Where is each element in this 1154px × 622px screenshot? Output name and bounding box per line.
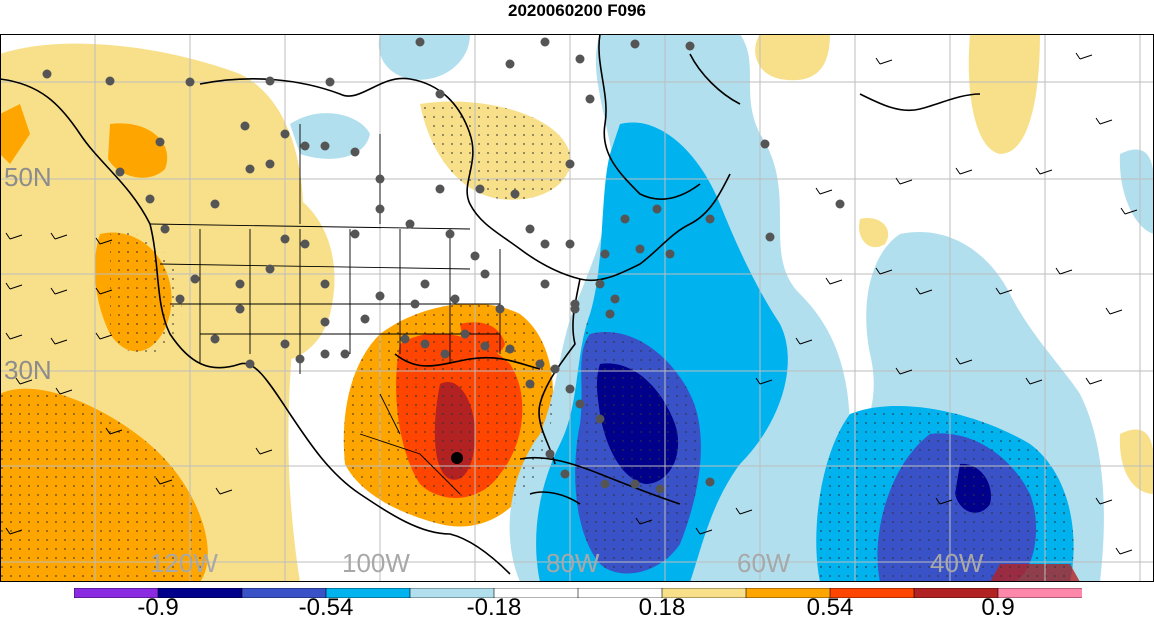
stippling <box>0 101 1074 582</box>
political-borders <box>149 124 501 495</box>
colorbar-label-pos-0.54: 0.54 <box>806 594 854 621</box>
colorbar-swatch <box>997 588 1082 598</box>
map-title: 2020060200 F096 <box>507 1 647 20</box>
wind-barbs <box>5 52 1138 555</box>
observation-sites <box>42 37 845 494</box>
graticule <box>0 34 1154 582</box>
highlighted-site <box>451 452 463 464</box>
map-panel <box>0 34 1154 582</box>
lon-label-120w: 120W <box>150 548 218 578</box>
lon-label-100w: 100W <box>342 548 410 578</box>
lat-label-30n: 30N <box>4 355 52 385</box>
lon-label-80w: 80W <box>546 548 600 578</box>
lon-label-40w: 40W <box>930 548 984 578</box>
colorbar-label-neg-0.9: -0.9 <box>137 594 179 621</box>
colorbar-label-neg-0.54: -0.54 <box>298 594 354 621</box>
colorbar-label-pos-0.18: 0.18 <box>638 594 686 621</box>
colorbar-label-pos-0.9: 0.9 <box>981 594 1015 621</box>
colorbar-label-neg-0.18: -0.18 <box>466 594 522 621</box>
lon-label-60w: 60W <box>737 548 791 578</box>
coastlines <box>0 34 981 575</box>
colorbar <box>74 588 1082 598</box>
lat-label-50n: 50N <box>4 162 52 192</box>
